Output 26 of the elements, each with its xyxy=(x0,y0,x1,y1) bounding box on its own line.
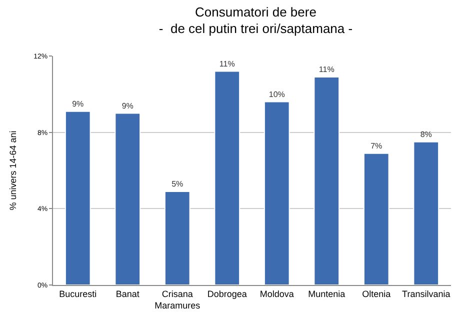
bar xyxy=(413,141,440,285)
bar xyxy=(314,76,340,285)
x-tick-label: Banat xyxy=(116,288,140,299)
x-tick-label: Transilvania xyxy=(402,288,450,299)
x-tick-label: Crisana Maramures xyxy=(154,288,201,310)
bar xyxy=(264,101,290,285)
bar xyxy=(363,152,390,285)
bar xyxy=(214,70,240,285)
data-label: 11% xyxy=(219,59,235,68)
chart-title: Consumatori de bere - de cel putin trei ori/saptamana - xyxy=(158,4,353,36)
bar xyxy=(164,190,190,285)
bar xyxy=(64,110,91,285)
x-tick-label: Oltenia xyxy=(362,288,391,299)
data-label: 9% xyxy=(122,101,134,110)
data-label: 8% xyxy=(420,130,432,139)
x-tick-label: Bucuresti xyxy=(59,288,97,299)
x-tick-label: Dobrogea xyxy=(207,288,247,299)
x-tick-label: Moldova xyxy=(260,288,294,299)
data-label: 10% xyxy=(268,90,285,99)
x-tick-label: Muntenia xyxy=(308,288,346,299)
bar xyxy=(114,112,141,285)
data-label: 7% xyxy=(370,141,382,150)
data-label: 5% xyxy=(172,179,184,188)
data-label: 9% xyxy=(72,99,84,108)
data-label: 11% xyxy=(318,64,334,74)
y-axis-title: % univers 14-64 ani xyxy=(8,130,18,210)
